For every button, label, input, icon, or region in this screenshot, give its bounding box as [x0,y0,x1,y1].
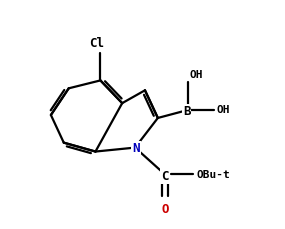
Text: Cl: Cl [89,37,104,50]
Text: OH: OH [216,105,230,115]
Text: OH: OH [190,71,203,80]
Text: O: O [161,203,168,216]
Text: N: N [132,142,140,155]
Text: OBu-t: OBu-t [196,170,230,180]
Text: C: C [161,170,168,183]
Text: B: B [183,105,190,117]
